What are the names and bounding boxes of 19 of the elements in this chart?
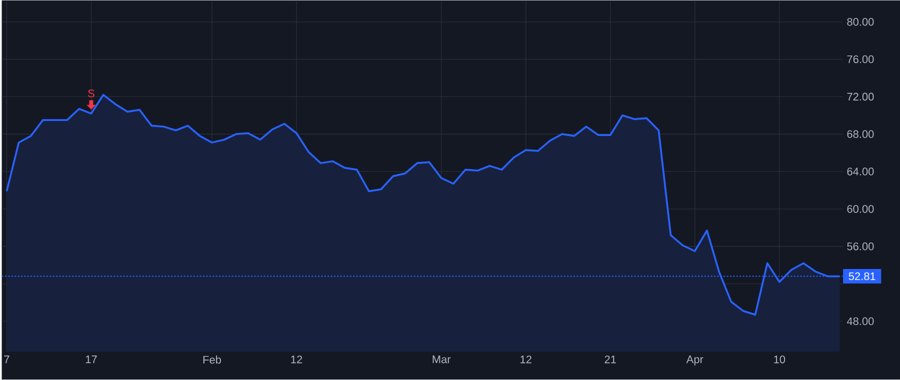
- y-tick-label: 68.00: [847, 130, 874, 138]
- y-tick-label: 56.00: [847, 242, 874, 250]
- x-tick-label: 17: [86, 356, 97, 364]
- ref-line-label: 52.81: [848, 272, 876, 280]
- x-tick-label: 12: [291, 356, 302, 364]
- y-tick-label: 76.00: [847, 56, 874, 64]
- y-tick-label: 60.00: [847, 205, 874, 214]
- x-tick-label: Apr: [686, 356, 704, 366]
- annotation: S: [88, 90, 94, 98]
- y-tick-label: 64.00: [847, 168, 874, 176]
- y-tick-label: 80.00: [847, 18, 874, 26]
- x-tick-label: Mar: [432, 356, 451, 364]
- x-tick-label: 7: [4, 356, 10, 364]
- x-tick-label: Feb: [203, 356, 221, 364]
- x-tick-label: 12: [520, 356, 532, 364]
- x-tick-label: 21: [604, 356, 616, 364]
- x-tick-label: 10: [774, 356, 786, 364]
- y-tick-label: 72.00: [847, 93, 874, 101]
- y-tick-label: 48.00: [846, 318, 874, 326]
